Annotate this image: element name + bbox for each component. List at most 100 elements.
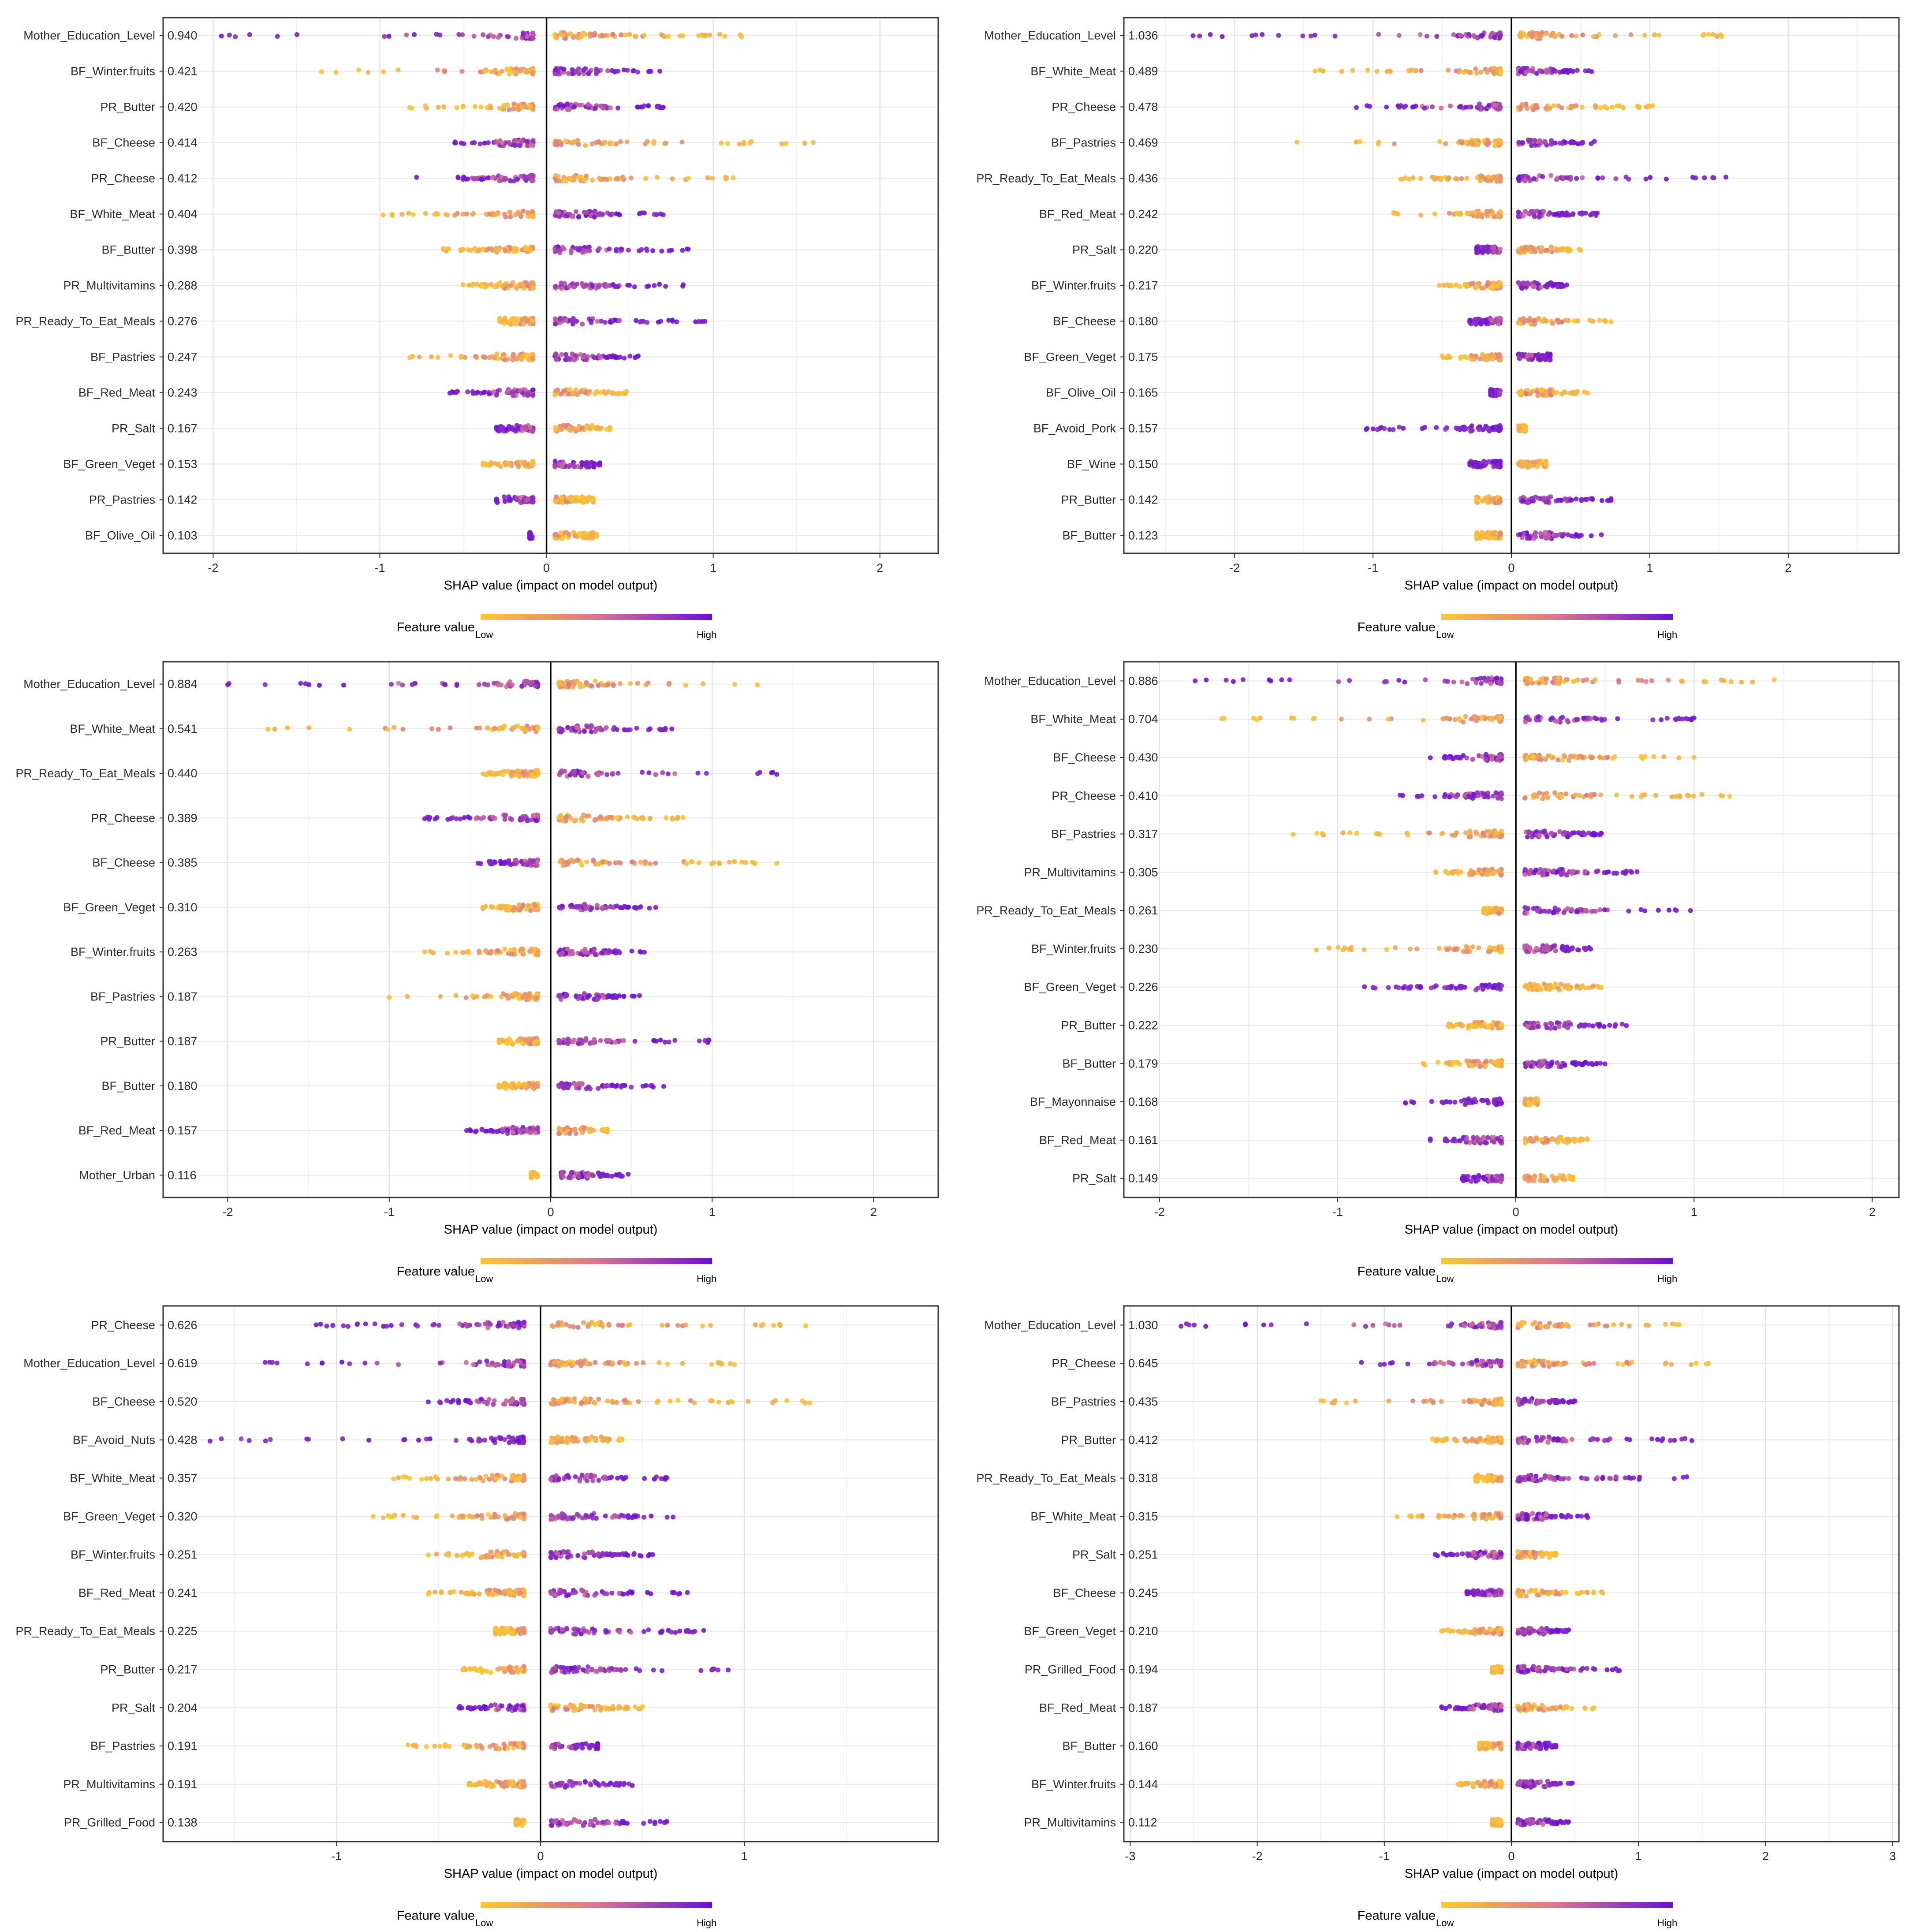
shap-point <box>306 725 312 731</box>
shap-point <box>590 32 595 37</box>
shap-point <box>572 818 577 824</box>
shap-point <box>1535 389 1540 394</box>
shap-point <box>1621 105 1626 110</box>
shap-point <box>556 1084 562 1089</box>
shap-point <box>1370 426 1376 432</box>
shap-point <box>581 283 586 288</box>
shap-point <box>1552 68 1557 74</box>
shap-point <box>453 993 459 998</box>
feature-label: BF_Winter.fruits <box>71 945 155 959</box>
feature-importance: 0.276 <box>168 315 198 328</box>
feature-importance: 0.187 <box>168 990 198 1003</box>
shap-point <box>657 727 662 732</box>
shap-point <box>507 142 512 147</box>
shap-point <box>1547 387 1552 392</box>
shap-point <box>1524 391 1529 396</box>
shap-point <box>1523 101 1529 107</box>
shap-point <box>1608 319 1614 324</box>
feature-importance: 0.180 <box>1128 315 1158 328</box>
feature-points-BF_Pastries <box>1294 137 1597 148</box>
shap-point <box>1424 34 1429 39</box>
shap-point <box>577 995 582 1000</box>
shap-point <box>583 906 589 911</box>
shap-point <box>679 139 685 145</box>
shap-point <box>568 816 574 821</box>
shap-point <box>530 173 535 178</box>
feature-label: BF_Red_Meat <box>78 1124 156 1137</box>
shap-point <box>526 283 531 288</box>
feature-importance: 0.217 <box>1128 279 1158 292</box>
shap-point <box>1710 175 1716 180</box>
shap-point <box>619 246 624 252</box>
shap-point <box>1492 535 1498 541</box>
shap-point <box>1561 246 1567 251</box>
shap-point <box>513 321 518 327</box>
feature-importance: 0.489 <box>1128 65 1158 78</box>
shap-point <box>1560 533 1566 538</box>
shap-point <box>1354 105 1359 110</box>
feature-importance: 0.541 <box>168 722 198 735</box>
shap-point <box>530 213 536 218</box>
shap-point <box>479 177 484 182</box>
shap-point <box>1538 531 1543 536</box>
shap-point <box>534 995 539 1000</box>
shap-point <box>1529 353 1534 358</box>
shap-point <box>524 997 529 1002</box>
shap-point <box>513 212 518 217</box>
shap-point <box>570 951 575 956</box>
shap-point <box>647 906 652 911</box>
shap-point <box>573 69 578 75</box>
shap-point <box>470 212 475 217</box>
shap-point <box>1466 32 1471 37</box>
shap-point <box>689 859 694 865</box>
shap-point <box>1437 139 1443 144</box>
shap-point <box>642 950 647 955</box>
feature-points-BF_Winter.fruits <box>422 946 647 958</box>
shap-point <box>499 69 504 74</box>
shap-point <box>502 316 507 321</box>
shap-point <box>627 354 633 359</box>
shap-point <box>599 951 604 956</box>
shap-point <box>589 724 594 729</box>
legend-title: Feature value <box>1358 620 1436 634</box>
shap-point <box>518 282 523 287</box>
shap-point <box>474 816 479 821</box>
shap-point <box>563 179 569 184</box>
shap-point <box>1628 32 1634 37</box>
legend-gradient-bar <box>1441 614 1673 620</box>
shap-point <box>1485 142 1490 148</box>
shap-point <box>664 815 669 821</box>
shap-point <box>1516 461 1521 466</box>
feature-importance: 0.389 <box>168 811 198 824</box>
shap-point <box>1387 427 1392 432</box>
shap-point <box>512 138 517 144</box>
shap-point <box>489 69 494 75</box>
shap-point <box>285 725 290 731</box>
shap-point <box>438 994 443 999</box>
shap-point <box>1533 103 1539 108</box>
shap-point <box>1374 69 1380 74</box>
shap-point <box>1518 106 1523 111</box>
shap-point <box>1531 176 1537 181</box>
shap-point <box>631 814 636 820</box>
shap-point <box>553 351 559 357</box>
feature-points-BF_Winter.fruits <box>319 66 663 77</box>
shap-point <box>482 141 487 146</box>
shap-point <box>677 34 683 39</box>
shap-point <box>573 387 578 392</box>
shap-point <box>466 283 471 287</box>
shap-point <box>1544 459 1548 464</box>
shap-point <box>523 426 528 432</box>
shap-point <box>475 861 481 866</box>
shap-point <box>802 141 807 146</box>
shap-point <box>591 858 596 863</box>
shap-point <box>1564 282 1570 287</box>
shap-point <box>1589 533 1594 538</box>
shap-point <box>471 34 477 39</box>
shap-point <box>395 67 401 72</box>
shap-point <box>1723 175 1729 180</box>
shap-point <box>600 905 605 910</box>
shap-point <box>614 727 619 732</box>
shap-point <box>1585 390 1590 395</box>
shap-point <box>666 34 671 39</box>
